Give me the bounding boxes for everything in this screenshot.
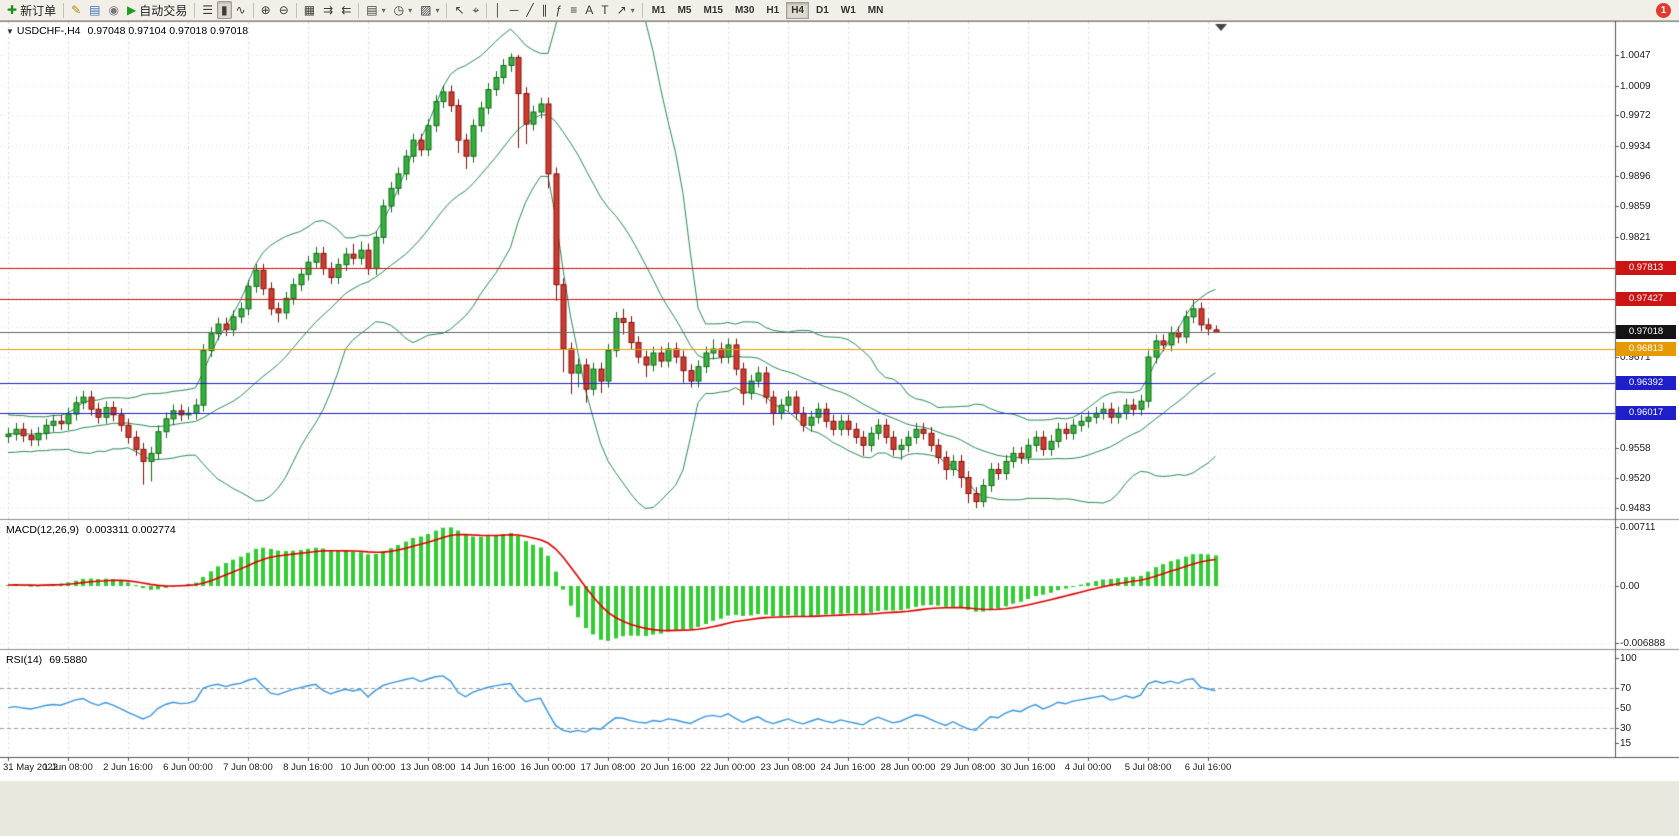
chart-area — [0, 21, 1679, 836]
zoom-out-icon: ⊖ — [278, 3, 289, 17]
equidistant-channel-icon: ∥ — [541, 3, 548, 17]
zoom-out-button[interactable]: ⊖ — [275, 1, 293, 19]
metaeditor-button[interactable]: ✎ — [67, 1, 85, 19]
dropdown-caret-icon: ▾ — [435, 5, 440, 15]
templates-button[interactable]: ▨ ▾ — [416, 1, 443, 19]
toolbar-separator — [295, 2, 297, 18]
trendline-button[interactable]: ╱ — [522, 1, 537, 19]
auto-scroll-icon: ⇉ — [323, 3, 334, 17]
timeframe-mn-button[interactable]: MN — [867, 4, 884, 16]
dropdown-caret-icon: ▾ — [408, 5, 413, 15]
arrows-icon: ↗ — [616, 3, 627, 17]
toolbar-separator — [252, 2, 254, 18]
equidistant-channel-button[interactable]: ∥ — [538, 1, 552, 19]
new-order-button[interactable]: ✚ 新订单 — [3, 1, 60, 19]
tile-windows-icon: ▦ — [303, 3, 316, 17]
autotrading-button[interactable]: ▶ 自动交易 — [123, 1, 191, 19]
toolbar-separator — [641, 2, 643, 18]
trendline-icon: ╱ — [526, 3, 534, 17]
chart-shift-button[interactable]: ⇇ — [337, 1, 355, 19]
market-watch-icon: ▤ — [89, 3, 101, 17]
cursor-button[interactable]: ↖ — [450, 1, 468, 19]
horizontal-line-button[interactable]: ─ — [506, 1, 523, 19]
market-watch-button[interactable]: ▤ — [85, 1, 104, 19]
dropdown-caret-icon: ▾ — [381, 5, 386, 15]
periods-icon: ◷ — [393, 3, 405, 17]
toolbar-separator — [358, 2, 360, 18]
toolbar-separator — [486, 2, 488, 18]
new-chart-button[interactable]: ▤ ▾ — [362, 1, 389, 19]
text-icon: A — [585, 3, 594, 17]
tile-windows-button[interactable]: ▦ — [300, 1, 319, 19]
vertical-line-button[interactable]: │ — [490, 1, 506, 19]
text-button[interactable]: A — [581, 1, 597, 19]
text-label-icon: T — [601, 3, 609, 17]
auto-scroll-button[interactable]: ⇉ — [319, 1, 337, 19]
chart-shift-icon: ⇇ — [341, 3, 352, 17]
timeframe-m1-button[interactable]: M1 — [651, 4, 666, 16]
price-chart-canvas[interactable] — [0, 21, 1679, 836]
new-chart-icon: ▤ — [366, 3, 378, 17]
bars-chart-button[interactable]: ☰ — [198, 1, 217, 19]
dropdown-caret-icon: ▾ — [630, 5, 635, 15]
line-chart-button[interactable]: ∿ — [232, 1, 250, 19]
cycle-lines-icon: ≡ — [570, 3, 578, 17]
cursor-icon: ↖ — [454, 3, 465, 17]
toolbar: ✚ 新订单 ✎ ▤ ◉ ▶ 自动交易 ☰ ▮ ∿ ⊕ ⊖ ▦ ⇉ ⇇ ▤ ▾ ◷ ▾ ▨ ▾ ↖ ⌖ │ ─ ╱ ∥ ƒ ≡ A T ↗ ▾ M1… — [0, 0, 1679, 21]
zoom-in-icon: ⊕ — [260, 3, 271, 17]
cycle-lines-button[interactable]: ≡ — [566, 1, 581, 19]
bars-chart-icon: ☰ — [202, 3, 213, 17]
templates-icon: ▨ — [420, 3, 432, 17]
timeframe-m5-button[interactable]: M5 — [677, 4, 692, 16]
community-button[interactable]: ◉ — [104, 1, 122, 19]
timeframe-m30-button[interactable]: M30 — [734, 4, 755, 16]
toolbar-separator — [446, 2, 448, 18]
crosshair-button[interactable]: ⌖ — [469, 1, 484, 19]
candlestick-chart-button[interactable]: ▮ — [216, 1, 232, 19]
arrows-button[interactable]: ↗ ▾ — [613, 1, 639, 19]
toolbar-separator — [63, 2, 65, 18]
metaeditor-icon: ✎ — [71, 3, 82, 17]
text-label-button[interactable]: T — [597, 1, 612, 19]
horizontal-line-icon: ─ — [509, 3, 519, 17]
line-chart-icon: ∿ — [235, 3, 246, 17]
autotrading-label: 自动交易 — [139, 3, 188, 18]
timeframe-m15-button[interactable]: M15 — [703, 4, 723, 16]
community-icon: ◉ — [108, 3, 119, 17]
vertical-line-icon: │ — [494, 3, 502, 17]
fibonacci-icon: ƒ — [555, 3, 563, 17]
new-order-label: 新订单 — [20, 3, 57, 18]
timeframe-h4-button[interactable]: H4 — [786, 1, 809, 19]
toolbar-separator — [194, 2, 196, 18]
timeframe-h1-button[interactable]: H1 — [766, 4, 780, 16]
notification-badge[interactable]: 1 — [1656, 2, 1671, 18]
new-order-icon: ✚ — [7, 3, 18, 17]
timeframe-d1-button[interactable]: D1 — [816, 4, 829, 16]
fibonacci-button[interactable]: ƒ — [552, 1, 567, 19]
timeframe-w1-button[interactable]: W1 — [840, 4, 856, 16]
candlestick-chart-icon: ▮ — [220, 3, 228, 17]
periods-button[interactable]: ◷ ▾ — [390, 1, 417, 19]
crosshair-icon: ⌖ — [472, 3, 480, 17]
zoom-in-button[interactable]: ⊕ — [257, 1, 275, 19]
autotrading-icon: ▶ — [126, 3, 137, 17]
